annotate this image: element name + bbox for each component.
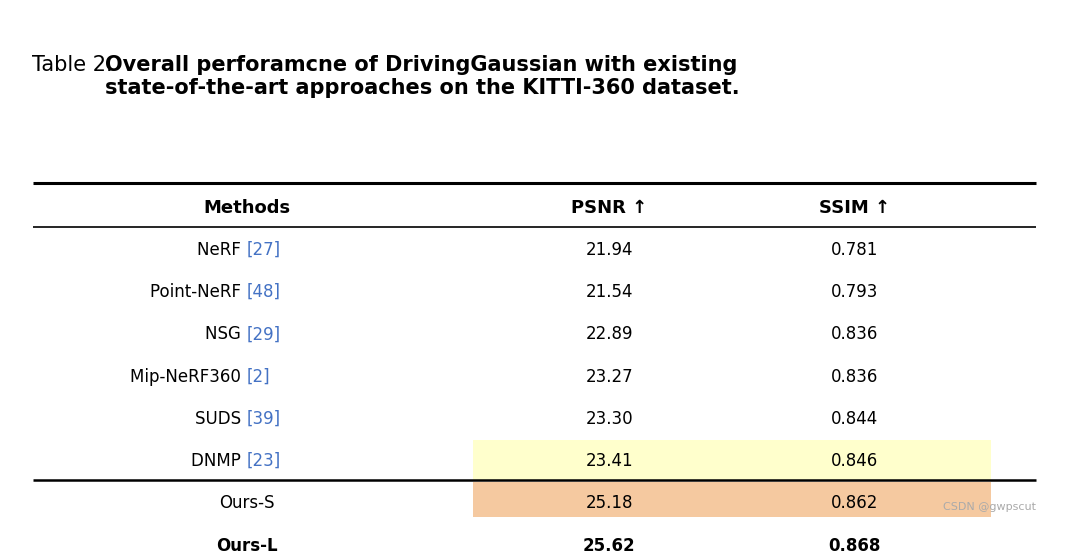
Text: [48]: [48]	[247, 283, 281, 301]
Text: 0.836: 0.836	[831, 326, 878, 343]
Text: 0.781: 0.781	[831, 241, 878, 259]
Bar	[472, 482, 745, 523]
Text: PSNR ↑: PSNR ↑	[571, 198, 647, 217]
Text: 22.89: 22.89	[586, 326, 633, 343]
Text: 0.793: 0.793	[831, 283, 878, 301]
Text: 0.844: 0.844	[831, 410, 878, 428]
Text: SUDS: SUDS	[196, 410, 247, 428]
Text: Mip-NeRF360: Mip-NeRF360	[130, 368, 247, 386]
Text: Ours-L: Ours-L	[216, 537, 278, 551]
Text: NSG: NSG	[205, 326, 247, 343]
Text: 21.94: 21.94	[586, 241, 633, 259]
Text: Point-NeRF: Point-NeRF	[151, 283, 247, 301]
Text: [27]: [27]	[247, 241, 281, 259]
Text: 25.62: 25.62	[583, 537, 635, 551]
Text: CSDN @gwpscut: CSDN @gwpscut	[943, 502, 1036, 512]
Bar	[718, 482, 991, 523]
Text: [23]: [23]	[247, 452, 281, 470]
Text: [39]: [39]	[247, 410, 281, 428]
Text: DNMP: DNMP	[191, 452, 247, 470]
Text: [2]: [2]	[247, 368, 270, 386]
Text: 25.18: 25.18	[586, 494, 633, 512]
Text: [29]: [29]	[247, 326, 281, 343]
Text: Ours-S: Ours-S	[219, 494, 275, 512]
Text: 23.41: 23.41	[586, 452, 633, 470]
Text: 23.30: 23.30	[586, 410, 633, 428]
Text: 0.862: 0.862	[831, 494, 878, 512]
Bar	[472, 440, 745, 481]
Bar	[718, 440, 991, 481]
Text: 0.868: 0.868	[828, 537, 881, 551]
Text: 0.846: 0.846	[831, 452, 878, 470]
Text: Methods: Methods	[203, 198, 290, 217]
Text: 23.27: 23.27	[586, 368, 633, 386]
Text: 0.836: 0.836	[831, 368, 878, 386]
Text: 21.54: 21.54	[586, 283, 633, 301]
Text: Table 2.: Table 2.	[32, 55, 120, 75]
Bar	[472, 525, 745, 551]
Text: Overall perforamcne of DrivingGaussian with existing
state-of-the-art approaches: Overall perforamcne of DrivingGaussian w…	[105, 55, 740, 98]
Text: SSIM ↑: SSIM ↑	[819, 198, 889, 217]
Bar	[718, 525, 991, 551]
Text: NeRF: NeRF	[198, 241, 247, 259]
